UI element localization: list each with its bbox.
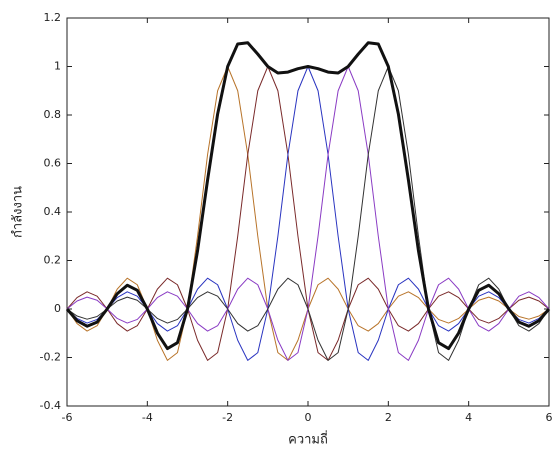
series-line [66,66,550,361]
series-line [66,66,550,361]
x-tick-label: -6 [62,411,73,424]
y-tick-label: 0.2 [44,254,62,267]
x-tick-label: 6 [546,411,553,424]
plot-frame [66,17,550,407]
x-tick-label: -4 [142,411,153,424]
x-tick-label: 4 [465,411,472,424]
series-line [66,66,550,361]
y-axis-title: กำลังงาน [11,186,26,238]
series-line [66,66,550,361]
x-tick-label: -2 [222,411,233,424]
y-tick-label: 0 [54,302,61,315]
series-line [66,66,550,361]
y-tick-label: 1.2 [44,11,62,24]
y-tick-label: 0.8 [44,108,62,121]
series-line [65,41,551,351]
y-tick-label: -0.4 [40,399,61,412]
x-tick-label: 2 [385,411,392,424]
y-tick-label: -0.2 [40,351,61,364]
y-tick-label: 0.6 [44,157,62,170]
x-axis-title: ความถี่ [288,431,328,448]
y-tick-label: 1 [54,60,61,73]
y-tick-label: 0.4 [44,205,62,218]
x-tick-label: 0 [305,411,312,424]
